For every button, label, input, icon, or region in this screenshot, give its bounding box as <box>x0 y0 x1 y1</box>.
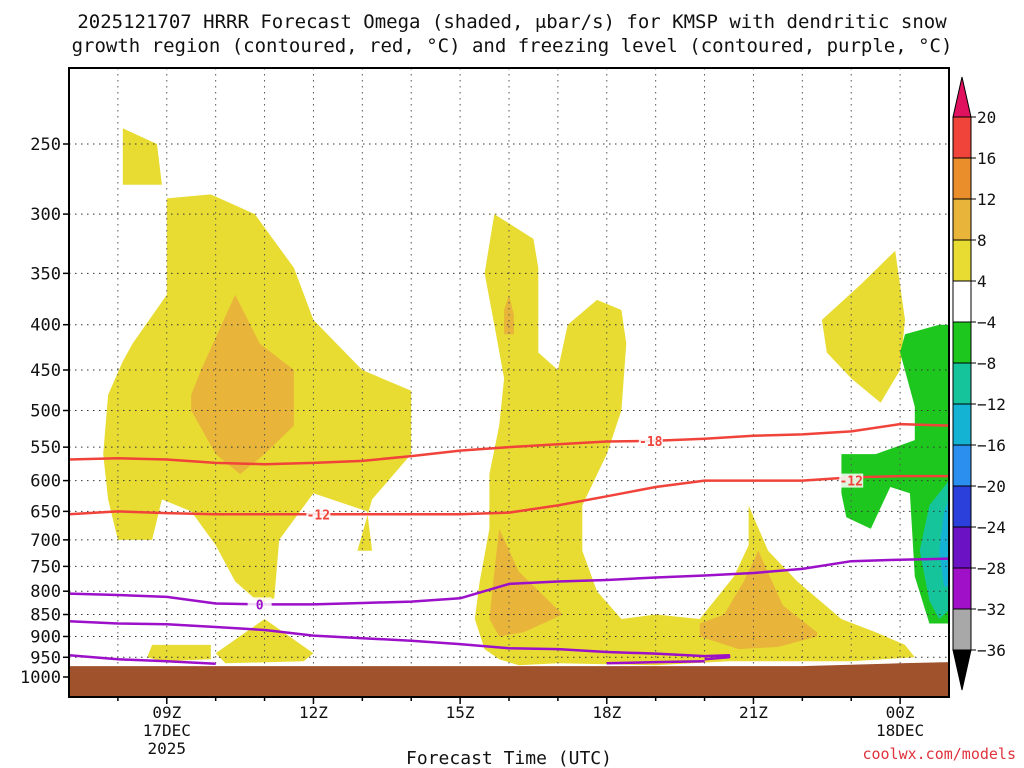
x-axis-label: Forecast Time (UTC) <box>406 748 612 768</box>
colorbar-label: 16 <box>977 149 996 168</box>
colorbar-label: −12 <box>977 395 1006 414</box>
colorbar-label: −16 <box>977 436 1006 455</box>
colorbar-segment <box>952 526 972 569</box>
colorbar-label: −8 <box>977 354 996 373</box>
y-axis-tick-label: 900 <box>30 627 61 647</box>
omega-region <box>215 619 314 664</box>
y-axis-tick-label: 650 <box>30 502 61 522</box>
omega-region <box>919 480 949 619</box>
credit-text: coolwx.com/models <box>862 745 1016 763</box>
colorbar-segment <box>952 362 972 405</box>
colorbar-label: 20 <box>977 108 996 127</box>
freezing-level-line <box>606 660 705 665</box>
colorbar-segment <box>952 608 972 651</box>
x-axis-tick-label: 17DEC <box>143 721 191 740</box>
colorbar-segment <box>952 485 972 528</box>
y-axis-tick-label: 850 <box>30 606 61 626</box>
chart-title-line-1: 2025121707 HRRR Forecast Omega (shaded, … <box>77 11 947 33</box>
y-axis-tick-label: 950 <box>30 648 61 668</box>
contour-label-background <box>638 433 663 448</box>
colorbar-label: −32 <box>977 600 1006 619</box>
omega-region <box>122 128 162 185</box>
x-axis-tick-label: 18DEC <box>876 721 924 740</box>
colorbar-bottom-triangle <box>952 649 972 691</box>
colorbar-label: −36 <box>977 641 1006 660</box>
colorbar-label: −28 <box>977 559 1006 578</box>
x-axis-tick-label: 15Z <box>446 703 475 722</box>
contour-label-background <box>247 597 272 612</box>
y-axis-tick-label: 1000 <box>20 668 61 688</box>
colorbar-segment <box>952 198 972 241</box>
y-axis-tick-label: 450 <box>30 361 61 381</box>
x-axis-tick-label: 21Z <box>739 703 768 722</box>
dgz-contour-label: -12 <box>307 508 330 523</box>
y-axis-tick-label: 800 <box>30 582 61 602</box>
freezing-level-line <box>69 653 216 665</box>
colorbar-top-triangle <box>952 76 972 118</box>
freezing-level-line <box>69 557 949 606</box>
y-axis-tick-label: 350 <box>30 264 61 284</box>
omega-region <box>191 294 294 475</box>
y-axis-tick-label: 250 <box>30 135 61 155</box>
colorbar-label: −4 <box>977 313 996 332</box>
omega-region <box>939 499 949 587</box>
colorbar-label: −20 <box>977 477 1006 496</box>
colorbar-segment <box>952 403 972 446</box>
x-axis-tick-label: 09Z <box>152 703 181 722</box>
x-axis-tick-label: 2025 <box>148 739 187 758</box>
y-axis-tick-label: 700 <box>30 531 61 551</box>
freezing-level-line <box>69 619 731 661</box>
colorbar-label: −24 <box>977 518 1006 537</box>
contour-label-background <box>839 473 864 488</box>
chart-title-line-2: growth region (contoured, red, °C) and f… <box>71 35 953 57</box>
y-axis-tick-label: 300 <box>30 205 61 225</box>
omega-region <box>821 250 905 403</box>
dgz-contour-line <box>69 422 949 466</box>
colorbar-segment <box>952 239 972 282</box>
x-axis-tick-label: 12Z <box>299 703 328 722</box>
y-axis-tick-label: 400 <box>30 316 61 336</box>
colorbar-label: 12 <box>977 190 996 209</box>
omega-region <box>699 550 817 650</box>
freezing-level-label: 0 <box>256 598 264 613</box>
dgz-contour-line <box>69 474 949 516</box>
colorbar-segment <box>952 116 972 159</box>
dgz-contour-label: -12 <box>839 475 862 490</box>
colorbar-segment <box>952 157 972 200</box>
contour-label-background <box>306 507 331 522</box>
x-axis-tick-label: 00Z <box>886 703 915 722</box>
dgz-contour-label: -18 <box>639 435 663 450</box>
colorbar-label: 8 <box>977 231 987 250</box>
colorbar-segment <box>952 321 972 364</box>
colorbar-label: 4 <box>977 272 987 291</box>
y-axis-tick-label: 500 <box>30 402 61 422</box>
x-axis-tick-label: 18Z <box>592 703 621 722</box>
omega-region <box>474 214 915 666</box>
omega-region <box>147 644 211 662</box>
colorbar-segment <box>952 280 972 323</box>
y-axis-tick-label: 550 <box>30 438 61 458</box>
terrain-ground <box>69 662 949 697</box>
y-axis-tick-label: 750 <box>30 557 61 577</box>
colorbar-segment <box>952 567 972 610</box>
y-axis-tick-label: 600 <box>30 472 61 492</box>
colorbar-segment <box>952 444 972 487</box>
